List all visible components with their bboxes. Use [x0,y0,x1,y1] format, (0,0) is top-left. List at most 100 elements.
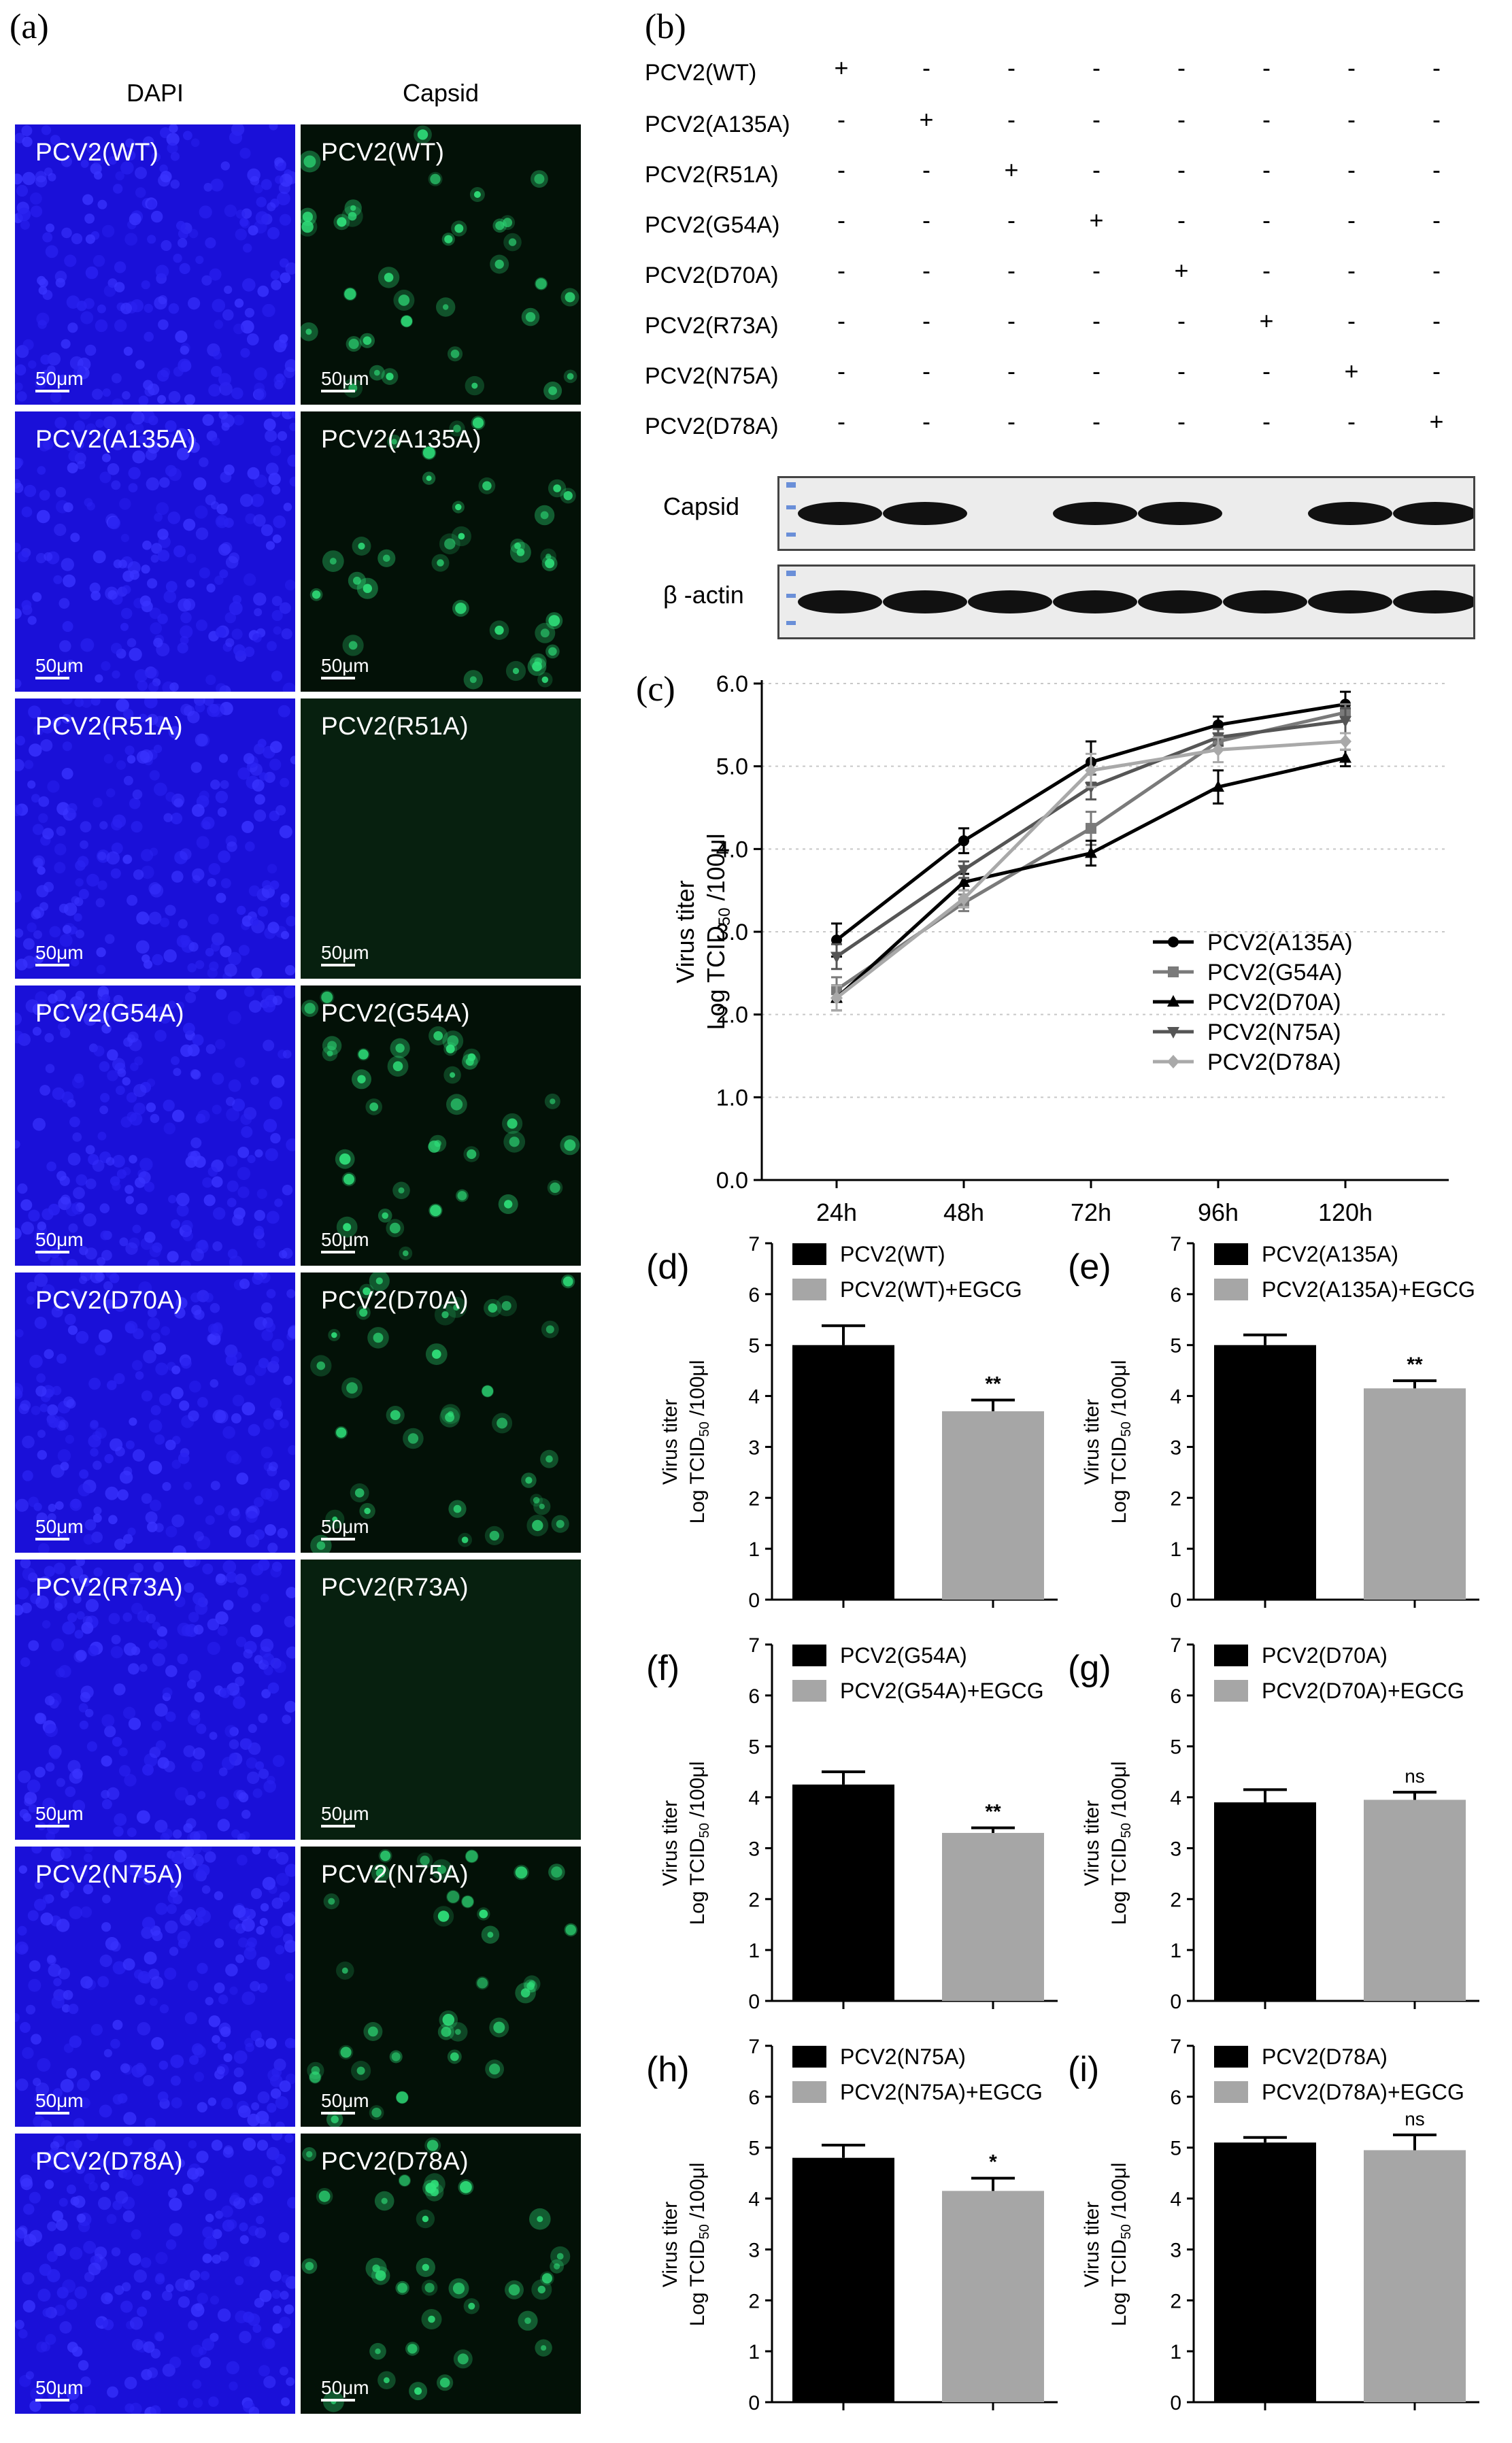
minus-sign: - [1007,407,1015,435]
legend-swatch [792,1680,826,1702]
data-point [1339,735,1351,749]
minus-sign: - [1432,307,1441,335]
y-tick-label: 7 [748,1233,760,1256]
legend-label: PCV2(D70A) [1262,1643,1388,1668]
legend-label: PCV2(G54A) [840,1643,967,1668]
scale-bar-label: 50μm [35,942,84,963]
significance-marker: ns [1405,2108,1425,2129]
y-tick-label: 3 [748,1838,760,1860]
y-tick-label: 2 [748,1889,760,1911]
minus-sign: - [1092,54,1101,82]
minus-sign: - [922,407,930,435]
y-tick-label: 4 [1170,2189,1181,2211]
y-tick-label: 6 [748,1284,760,1307]
minus-sign: - [1432,206,1441,234]
condition-label: PCV2(G54A) [645,212,780,238]
minus-sign: - [1262,357,1271,385]
blot-band [1138,502,1222,525]
capsid-row-label: PCV2(G54A) [321,999,470,1027]
data-point [1085,782,1097,794]
y-tick-label: 6 [748,2087,760,2109]
scale-bar-label: 50μm [35,368,84,389]
legend-label: PCV2(D70A)+EGCG [1262,1679,1464,1703]
legend-swatch [1214,1279,1248,1300]
significance-marker: ** [1407,1353,1423,1376]
dapi-image-2: PCV2(A135A) 50μm [15,411,295,692]
minus-sign: - [1262,206,1271,234]
legend-label: PCV2(WT)+EGCG [840,1277,1022,1302]
capsid-image-5: PCV2(D70A) 50μm [301,1273,581,1553]
bar-control [792,2157,894,2402]
y-axis-label-line2: Log TCID50 /100μl [686,2163,712,2327]
bar-chart-h: (h) 0 1 2 3 4 5 6 7 Virus titer Log TCID50 /100μl *… [646,2036,1058,2414]
scale-bar [35,390,69,392]
plus-sign: + [919,105,934,133]
minus-sign: - [837,357,845,385]
y-tick-label: 6 [1170,1284,1181,1307]
minus-sign: - [837,256,845,284]
y-tick-label: 5 [1170,2138,1181,2160]
capsid-fluorescence [307,1849,577,2127]
minus-sign: - [1007,256,1015,284]
minus-sign: - [1432,357,1441,385]
legend-label: PCV2(N75A) [840,2044,966,2069]
y-tick-label: 2 [1170,2290,1181,2312]
dapi-row-label: PCV2(A135A) [35,425,196,453]
bar-control [792,1345,894,1600]
dapi-row-label: PCV2(R73A) [35,1573,183,1601]
dapi-nuclei [15,2134,295,2414]
y-tick-label: 4 [748,1386,760,1409]
y-tick-label: 6 [1170,2087,1181,2109]
minus-sign: - [922,357,930,385]
y-axis-label-line2: Log TCID50 /100μl [702,834,734,1030]
minus-sign: - [1347,206,1356,234]
condition-label: PCV2(WT) [645,60,757,86]
x-tick-label: 72h [1071,1198,1111,1226]
capsid-fluorescence [310,1273,575,1553]
x-tick-label: 96h [1198,1198,1239,1226]
data-point [1339,715,1351,728]
scale-bar-label: 50μm [35,655,84,676]
scale-bar [321,1538,355,1540]
data-point [1167,1055,1179,1068]
capsid-image-8: PCV2(D78A) 50μm [301,2134,581,2414]
minus-sign: - [837,407,845,435]
blot-band [798,502,882,525]
y-tick-label: 5 [748,1335,760,1358]
bar-chart-e: (e) 0 1 2 3 4 5 6 7 Virus titer Log TCID50 /100μl *… [1068,1233,1479,1612]
scale-bar [321,677,355,679]
capsid-image-7: PCV2(N75A) 50μm [301,1847,581,2127]
legend-label: PCV2(D78A)+EGCG [1262,2080,1464,2104]
panel-b-label: (b) [645,7,686,46]
plus-sign: + [1089,206,1104,234]
error-bar [822,2143,865,2158]
scale-bar-label: 50μm [321,2377,369,2398]
capsid-column-header: Capsid [402,79,480,107]
scale-bar-label: 50μm [35,1803,84,1824]
error-bar [822,1324,865,1345]
y-tick-label: 1 [1170,2341,1181,2363]
data-point [958,892,970,906]
y-axis-label-line1: Virus titer [1081,1399,1103,1485]
panel-label: (g) [1068,1649,1111,1688]
minus-sign: - [1347,105,1356,133]
y-tick-label: 7 [748,1634,760,1657]
minus-sign: - [1262,54,1271,82]
dapi-image-4: PCV2(G54A) 50μm [15,985,295,1266]
blot-band [883,590,967,613]
bar-control [1214,1802,1316,2001]
dapi-image-3: PCV2(R51A) 50μm [15,698,295,979]
dapi-row-label: PCV2(N75A) [35,1860,183,1888]
legend-swatch [1214,1243,1248,1265]
legend-label: PCV2(G54A) [1207,960,1342,985]
y-tick-label: 3 [1170,1838,1181,1860]
y-axis-label-line2: Log TCID50 /100μl [686,1360,712,1524]
capsid-row-label: PCV2(D70A) [321,1286,469,1314]
y-tick-label: 5.0 [716,754,748,780]
panel-c-label: (c) [636,670,675,709]
line-series-5 [830,732,1351,1012]
y-tick-label: 0 [748,2392,760,2414]
dapi-nuclei [15,411,295,692]
minus-sign: - [1177,206,1186,234]
plus-sign: + [1004,156,1019,184]
